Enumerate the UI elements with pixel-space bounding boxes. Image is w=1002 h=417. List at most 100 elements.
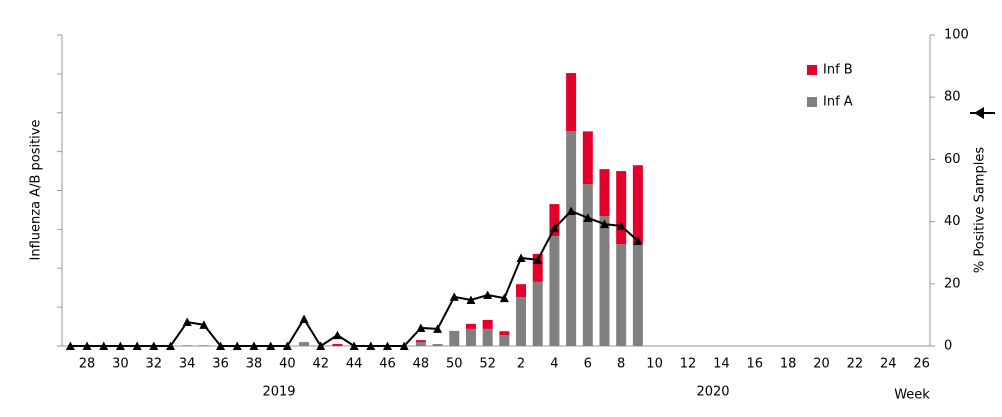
line-marker	[399, 341, 409, 350]
line-marker	[466, 295, 476, 304]
y2-tick-label: 100	[944, 28, 969, 43]
legend-label: Inf B	[823, 63, 853, 78]
line-marker	[566, 206, 576, 216]
line-marker	[433, 324, 443, 333]
line-marker	[182, 317, 192, 327]
line-marker	[249, 341, 259, 350]
line-marker	[149, 341, 159, 350]
bar	[532, 253, 543, 282]
x-tick-label: 44	[346, 357, 363, 372]
x-tick-label: 2	[517, 357, 525, 372]
line-marker	[383, 341, 392, 350]
line-marker	[132, 341, 142, 350]
x-tick-label: 46	[379, 357, 396, 372]
x-tick-label: 52	[479, 357, 496, 372]
line-marker	[533, 255, 543, 264]
x-tick-label: 28	[79, 357, 96, 372]
bar	[632, 165, 643, 245]
line-marker	[266, 341, 276, 350]
bar	[532, 281, 543, 346]
line-marker	[99, 341, 109, 350]
bar	[516, 297, 527, 346]
bar	[549, 204, 560, 236]
y2-tick-label: 40	[944, 214, 961, 229]
bar	[632, 244, 643, 346]
line-marker	[600, 219, 609, 229]
bar	[182, 345, 193, 346]
x-tick-label: 22	[847, 357, 864, 372]
x-tick-label: 30	[112, 357, 129, 372]
x-tick-label: 8	[617, 357, 625, 372]
line-marker	[366, 341, 376, 350]
bar	[449, 330, 460, 346]
x-tick-label: 26	[913, 357, 930, 372]
y2-tick-label: 20	[944, 276, 961, 291]
bar	[499, 335, 510, 346]
x-tick-label: 34	[179, 357, 196, 372]
x-tick-label: 12	[680, 357, 697, 372]
line-marker	[349, 341, 359, 350]
x-tick-label: 16	[746, 357, 763, 372]
legend-swatch	[807, 65, 817, 75]
bar	[332, 344, 343, 346]
legend-swatch	[807, 97, 817, 107]
bar	[616, 171, 627, 245]
bar	[499, 331, 510, 336]
y2-tick-label: 60	[944, 152, 961, 167]
x-tick-label: 20	[813, 357, 830, 372]
year-label: 2020	[696, 385, 729, 400]
y2-tick-label: 0	[944, 339, 952, 354]
bar	[482, 328, 493, 346]
x-tick-label: 48	[413, 357, 430, 372]
line-marker	[65, 341, 75, 350]
bar	[549, 235, 560, 346]
bar	[582, 131, 593, 185]
x-tick-label: 40	[279, 357, 296, 372]
x-tick-label: 14	[713, 357, 730, 372]
line-marker	[516, 253, 526, 262]
bar	[432, 344, 443, 346]
x-tick-label: 36	[212, 357, 229, 372]
x-tick-label: 32	[146, 357, 163, 372]
legend-label: Inf A	[823, 95, 853, 110]
line-marker	[549, 223, 559, 233]
x-tick-label: 38	[246, 357, 263, 372]
year-label: 2019	[262, 385, 295, 400]
y2-tick-label: 80	[944, 90, 961, 105]
bar	[465, 323, 476, 329]
line-marker	[449, 292, 459, 301]
line-marker	[199, 320, 209, 329]
x-tick-label: 50	[446, 357, 463, 372]
x-tick-label: 6	[584, 357, 592, 372]
bar	[465, 328, 476, 346]
bar	[198, 345, 209, 346]
x-tick-label: 10	[646, 357, 663, 372]
x-tick-label: 42	[312, 357, 329, 372]
line-legend-marker	[974, 107, 984, 119]
bar	[599, 216, 610, 346]
line-marker	[299, 314, 309, 323]
bar	[415, 342, 426, 346]
bar	[516, 284, 527, 298]
line-marker	[216, 341, 226, 350]
line-marker	[332, 330, 342, 340]
line-marker	[232, 341, 242, 350]
line-marker	[166, 341, 175, 350]
bar	[299, 342, 310, 346]
bar	[566, 73, 577, 132]
x-tick-label: 24	[880, 357, 897, 372]
x-axis-label: Week	[894, 388, 930, 403]
line-marker	[583, 213, 593, 222]
bar	[415, 340, 426, 343]
x-tick-label: 4	[550, 357, 558, 372]
bar	[482, 319, 493, 329]
bar	[616, 244, 627, 346]
bar	[599, 169, 610, 217]
y2-axis-label: % Positive Samples	[973, 147, 988, 273]
line-marker	[416, 323, 426, 332]
bar	[566, 131, 577, 346]
line-marker	[316, 341, 326, 350]
line-marker	[115, 341, 125, 350]
x-tick-label: 18	[780, 357, 797, 372]
